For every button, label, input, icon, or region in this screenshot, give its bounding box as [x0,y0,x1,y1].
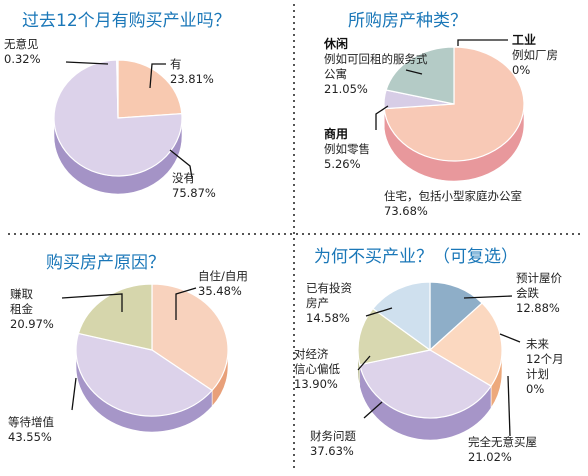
slice-label-1: 有 23.81% [170,57,214,86]
leader-line-1 [149,63,166,89]
slice-label-2-line-2: 75.87% [172,186,216,200]
slice-label-4-line-1: 财务问题 [310,429,356,443]
slice-label-3: 商用例如零售 5.26% [324,126,370,171]
slice-label-6-line-1: 已有投资 [306,281,352,295]
slice-label-4: 休闲例如可回租的服务式公寓 21.05% [323,36,428,96]
slice-label-3: 赚取租金 20.97% [10,287,54,331]
slice-label-3-line-1: 无意见 [4,37,39,51]
pie-chart-4: 为何不买产业？（可复选） 预计屋价会跌 12.88% 未来 12个月计划 0% 完全无意买屋… [294,247,564,464]
slice-label-5-line-3: 13.90% [294,377,338,391]
leader-line-1 [457,39,508,46]
pie-chart-2: 所购房产种类？ 工业例如厂房 0% 住宅，包括小型家庭办公室 73.68% 商用例如零售 5… [323,11,558,218]
slice-label-3-line-1: 赚取 [10,287,33,301]
slice-label-1-line-3: 12.88% [516,301,560,315]
chart-title: 为何不买产业？（可复选） [314,247,518,267]
slice-label-2-line-2: 12个月 [526,352,564,366]
slice-label-2-line-1: 未来 [526,337,549,351]
slice-label-2: 没有 75.87% [172,171,216,200]
slice-label-4: 财务问题 37.63% [310,429,356,458]
pie-slice-3 [77,283,153,351]
slice-label-5: 对经济信心偏低 13.90% [294,347,340,391]
slice-label-5-line-1: 对经济 [294,347,329,361]
slice-label-3: 完全无意买屋 21.02% [468,435,537,464]
pie-slice-1 [429,281,483,352]
slice-label-3-line-2: 租金 [10,302,33,316]
slice-label-1-line-2: 35.48% [198,284,242,298]
slice-label-1: 自住/自用 35.48% [198,269,248,298]
slice-label-1-line-1: 工业 [512,32,536,47]
slice-label-4-line-2: 例如可回租的服务式 [324,52,428,66]
pie-slice-4 [385,46,455,105]
slice-label-2: 住宅，包括小型家庭办公室 73.68% [384,189,522,218]
leader-line-3 [507,375,511,437]
pie-slice-2 [75,332,214,417]
slice-label-1-line-1: 自住/自用 [198,269,248,283]
slice-label-1: 工业例如厂房 0% [512,32,558,77]
slice-label-3-line-3: 20.97% [10,317,54,331]
slice-label-6-line-2: 房产 [306,296,329,310]
slice-label-1-line-2: 23.81% [170,72,214,86]
slice-label-4-line-2: 37.63% [310,444,354,458]
pie-slice-5 [357,307,432,366]
slice-label-3-line-1: 完全无意买屋 [468,435,537,449]
leader-line-3 [65,61,109,65]
pie-slice-1 [151,283,229,392]
slice-label-2-line-1: 等待增值 [8,415,54,429]
slice-label-2-line-1: 没有 [172,171,195,185]
leader-line-1 [463,295,513,299]
slice-label-1-line-1: 预计屋价 [516,271,562,285]
slice-label-2-line-4: 0% [526,382,544,396]
slice-label-3-line-1: 商用 [324,126,348,141]
slice-label-3: 无意见 0.32% [4,37,41,66]
leader-line-3 [375,105,389,130]
slice-label-2: 未来 12个月计划 0% [526,337,564,396]
pie-slice-3 [428,302,503,387]
slice-label-1-line-3: 0% [512,63,530,77]
slice-label-6: 已有投资房产 14.58% [306,281,352,325]
slice-label-5-line-2: 信心偏低 [294,362,340,376]
slice-label-2-line-2: 43.55% [8,430,52,444]
slice-label-2-line-2: 73.68% [384,204,428,218]
pie-slice-1 [117,59,183,119]
slice-label-4-line-3: 公寓 [324,67,347,81]
leader-line-1 [175,287,197,320]
pie-chart-1: 过去12个月有购买产业吗？ 有 23.81% 没有 75.87% 无意见 0.32% [4,11,231,200]
pie-slice-4 [358,349,492,419]
pie-slice-3 [116,59,119,119]
slice-label-6-line-3: 14.58% [306,311,350,325]
chart-title: 购买房产原因？ [46,253,165,273]
slice-label-3-line-2: 例如零售 [324,142,370,156]
slice-label-4-line-1: 休闲 [323,36,348,51]
leader-line-4 [405,69,423,75]
leader-line-2 [169,149,193,179]
slice-label-1-line-2: 例如厂房 [512,48,558,62]
leader-line-3 [61,293,123,312]
leader-line-2 [71,377,77,411]
leader-line-5 [357,355,371,371]
leader-line-6 [365,307,393,317]
slice-label-1: 预计屋价会跌 12.88% [516,271,562,315]
chart-title: 过去12个月有购买产业吗？ [22,11,231,31]
slice-label-1-line-2: 会跌 [516,286,539,300]
pie-slice-6 [372,281,431,352]
slice-label-2-line-3: 计划 [526,367,549,381]
slice-label-3-line-3: 5.26% [324,157,361,171]
chart-title: 所购房产种类？ [348,11,467,31]
pie-chart-3: 购买房产原因？ 自住/自用 35.48% 等待增值 43.55% 赚取租金 20.97% [8,253,248,444]
leader-line-4 [363,401,383,419]
slice-label-3-line-2: 21.02% [468,450,512,464]
slice-label-2: 等待增值 43.55% [8,415,54,444]
leader-line-2 [499,333,521,343]
slice-label-2-line-1: 住宅，包括小型家庭办公室 [384,189,522,203]
slice-label-1-line-1: 有 [170,57,182,71]
slice-label-3-line-2: 0.32% [4,52,41,66]
slice-label-4-line-4: 21.05% [324,82,368,96]
